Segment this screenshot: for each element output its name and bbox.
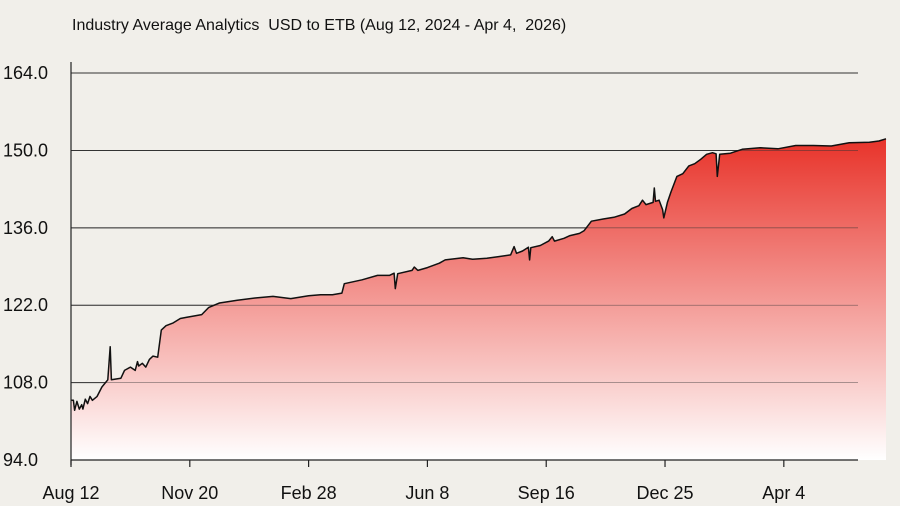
series-line [71, 138, 887, 412]
grid-lines-overlay [71, 72, 858, 384]
x-tick-label: Feb 28 [281, 483, 337, 503]
x-tick-label: Nov 20 [161, 483, 218, 503]
x-tick-label: Aug 12 [42, 483, 99, 503]
x-axis-ticks: Aug 12 Nov 20 Feb 28 Jun 8 Sep 16 Dec 25 Apr 4 [42, 460, 805, 503]
y-tick-label: 150.0 [3, 140, 48, 160]
x-tick-label: Sep 16 [518, 483, 575, 503]
y-tick-label: 108.0 [3, 373, 48, 393]
y-tick-label: 136.0 [3, 218, 48, 238]
y-tick-label: 122.0 [3, 295, 48, 315]
chart-title: Industry Average Analytics USD to ETB (A… [72, 17, 567, 34]
x-tick-label: Dec 25 [636, 483, 693, 503]
area-fill [71, 138, 886, 461]
x-tick-label: Jun 8 [405, 483, 449, 503]
y-axis-ticks: 94.0 108.0 122.0 136.0 150.0 164.0 [3, 63, 48, 470]
y-tick-label: 94.0 [3, 450, 38, 470]
y-tick-label: 164.0 [3, 63, 48, 83]
x-tick-label: Apr 4 [762, 483, 805, 503]
